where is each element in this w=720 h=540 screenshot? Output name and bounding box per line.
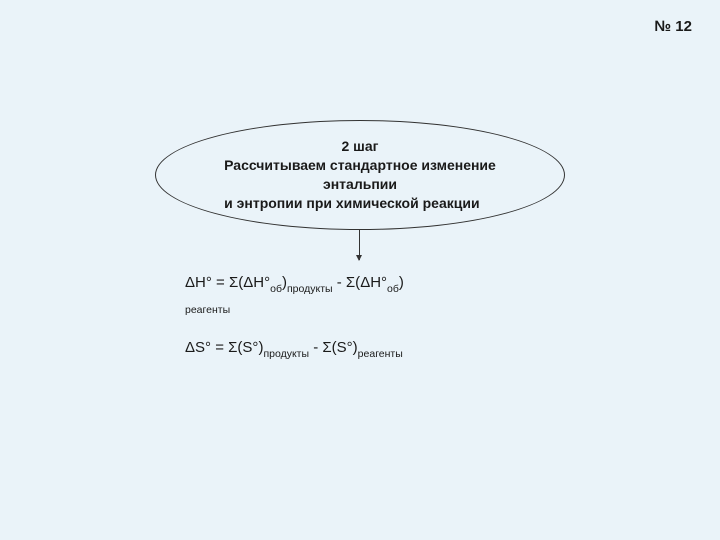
ob-sub2: об (387, 283, 399, 295)
minus2: - (309, 339, 322, 356)
ellipse-text: 2 шаг Рассчитываем стандартное изменение… (224, 137, 496, 213)
formulas: ΔH° = Σ(ΔH°об)продукты - Σ(ΔH°об) реаген… (185, 272, 545, 367)
reagents-line: реагенты (185, 303, 545, 319)
eq1: = (212, 274, 229, 291)
enthalpy-formula: ΔH° = Σ(ΔH°об)продукты - Σ(ΔH°об) (185, 272, 545, 297)
reagents-sub2: реагенты (358, 348, 403, 360)
dh-symbol: ΔH° (185, 274, 212, 291)
ds-symbol: ΔS° (185, 339, 211, 356)
dh-inner1: ΔH° (243, 274, 270, 291)
minus1: - (333, 274, 346, 291)
products-sub2: продукты (263, 348, 309, 360)
cp4: ) (353, 339, 358, 356)
step-ellipse: 2 шаг Рассчитываем стандартное изменение… (155, 120, 565, 230)
ellipse-line3: и энтропии при химической реакции (224, 195, 479, 211)
s-inner1: S° (242, 339, 258, 356)
entropy-formula: ΔS° = Σ(S°)продукты - Σ(S°)реагенты (185, 337, 545, 362)
ellipse-line2: энтальпии (224, 175, 496, 194)
sigma3: Σ( (228, 339, 242, 356)
s-inner2: S° (337, 339, 353, 356)
products-sub1: продукты (287, 283, 333, 295)
slide-number: № 12 (654, 18, 692, 35)
sigma1: Σ( (229, 274, 243, 291)
arrow-down-icon (359, 230, 360, 260)
sigma2: Σ( (346, 274, 360, 291)
eq2: = (211, 339, 228, 356)
cp2: ) (399, 274, 404, 291)
ob-sub1: об (270, 283, 282, 295)
step-title: 2 шаг (224, 137, 496, 156)
sigma4: Σ( (322, 339, 336, 356)
dh-inner2: ΔH° (360, 274, 387, 291)
ellipse-line1: Рассчитываем стандартное изменение (224, 157, 496, 173)
